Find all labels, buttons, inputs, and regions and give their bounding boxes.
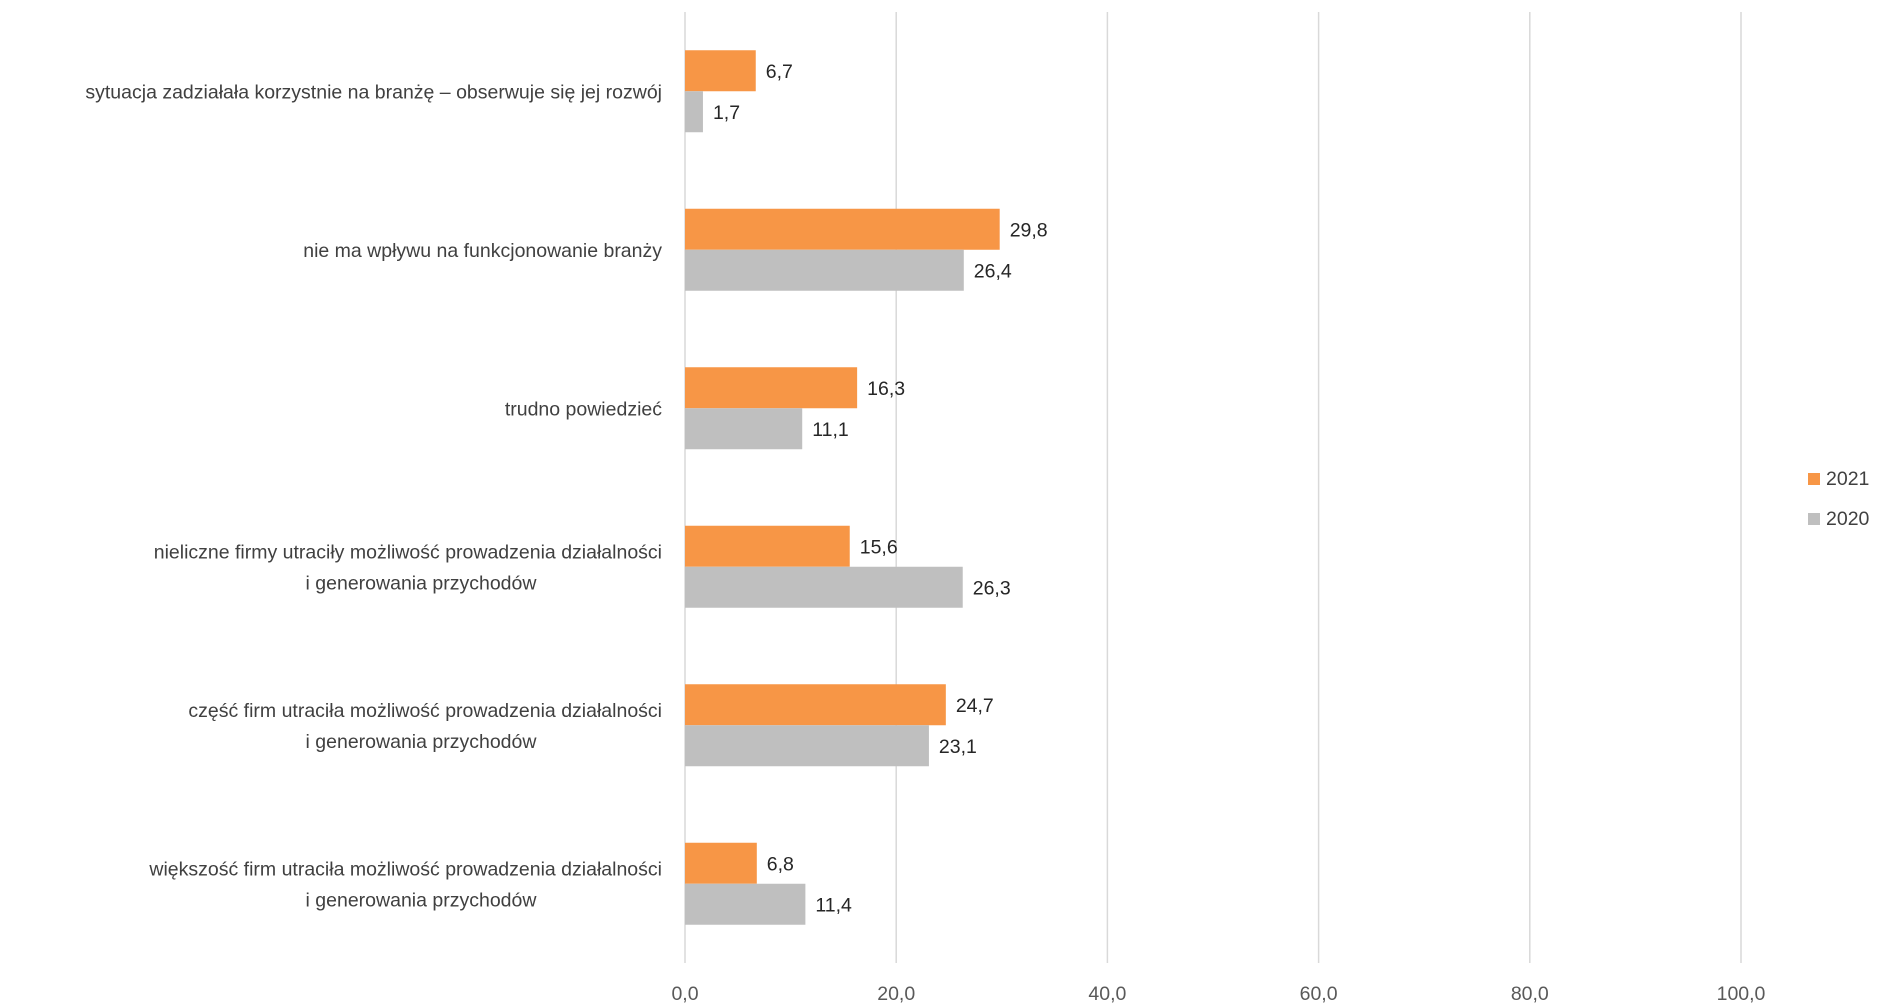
bars <box>685 50 1000 925</box>
category-label: nie ma wpływu na funkcjonowanie branży <box>303 240 662 262</box>
category-label: większość firm utraciła możliwość prowad… <box>148 858 662 880</box>
bar-2020 <box>685 883 806 925</box>
bar-2021 <box>685 50 756 92</box>
bar-2021 <box>685 208 1000 250</box>
category-label: nieliczne firmy utraciły możliwość prowa… <box>154 541 662 563</box>
category-label: sytuacja zadziałała korzystnie na branżę… <box>85 81 662 103</box>
data-label-2021: 15,6 <box>860 536 898 558</box>
data-label-2021: 16,3 <box>867 378 905 400</box>
category-labels: sytuacja zadziałała korzystnie na branżę… <box>85 81 662 911</box>
legend-swatch-2021 <box>1808 473 1820 485</box>
x-tick-label: 20,0 <box>877 983 915 1004</box>
category-label-line: i generowania przychodów <box>306 889 538 911</box>
data-label-2020: 11,1 <box>812 419 849 441</box>
x-tick-label: 100,0 <box>1717 983 1766 1004</box>
data-label-2021: 29,8 <box>1010 219 1048 241</box>
legend-swatch-2020 <box>1808 513 1820 525</box>
bar-2020 <box>685 249 964 291</box>
bar-2020 <box>685 725 929 767</box>
x-tick-label: 80,0 <box>1511 983 1549 1004</box>
x-tick-label: 0,0 <box>671 983 698 1004</box>
data-label-2020: 1,7 <box>713 102 740 124</box>
bar-2020 <box>685 566 963 608</box>
legend: 2021 2020 <box>1808 468 1870 530</box>
category-label: trudno powiedzieć <box>505 398 662 420</box>
data-label-2021: 6,7 <box>766 61 793 83</box>
category-label: część firm utraciła możliwość prowadzeni… <box>188 700 662 722</box>
data-label-2021: 6,8 <box>767 853 794 875</box>
value-labels: 6,7 1,7 29,8 26,4 16,3 11,1 15,6 26,3 24,7 23,1 6,… <box>713 61 1048 917</box>
bar-2020 <box>685 408 803 450</box>
data-label-2021: 24,7 <box>956 695 994 717</box>
bar-2021 <box>685 842 757 884</box>
data-label-2020: 23,1 <box>939 736 977 758</box>
data-label-2020: 11,4 <box>815 894 852 916</box>
x-tick-label: 60,0 <box>1300 983 1338 1004</box>
legend-label-2021: 2021 <box>1826 468 1869 490</box>
bar-2020 <box>685 91 703 133</box>
bar-2021 <box>685 684 946 726</box>
data-label-2020: 26,3 <box>973 577 1011 599</box>
bar-2021 <box>685 525 850 567</box>
x-tick-label: 40,0 <box>1088 983 1126 1004</box>
x-axis-tick-labels: 0,0 20,0 40,0 60,0 80,0 100,0 <box>671 983 1765 1004</box>
category-label-line: i generowania przychodów <box>306 572 538 594</box>
category-label-line: i generowania przychodów <box>306 731 538 753</box>
legend-label-2020: 2020 <box>1826 508 1870 530</box>
gridlines <box>684 12 1742 963</box>
data-label-2020: 26,4 <box>974 260 1012 282</box>
bar-2021 <box>685 367 858 409</box>
